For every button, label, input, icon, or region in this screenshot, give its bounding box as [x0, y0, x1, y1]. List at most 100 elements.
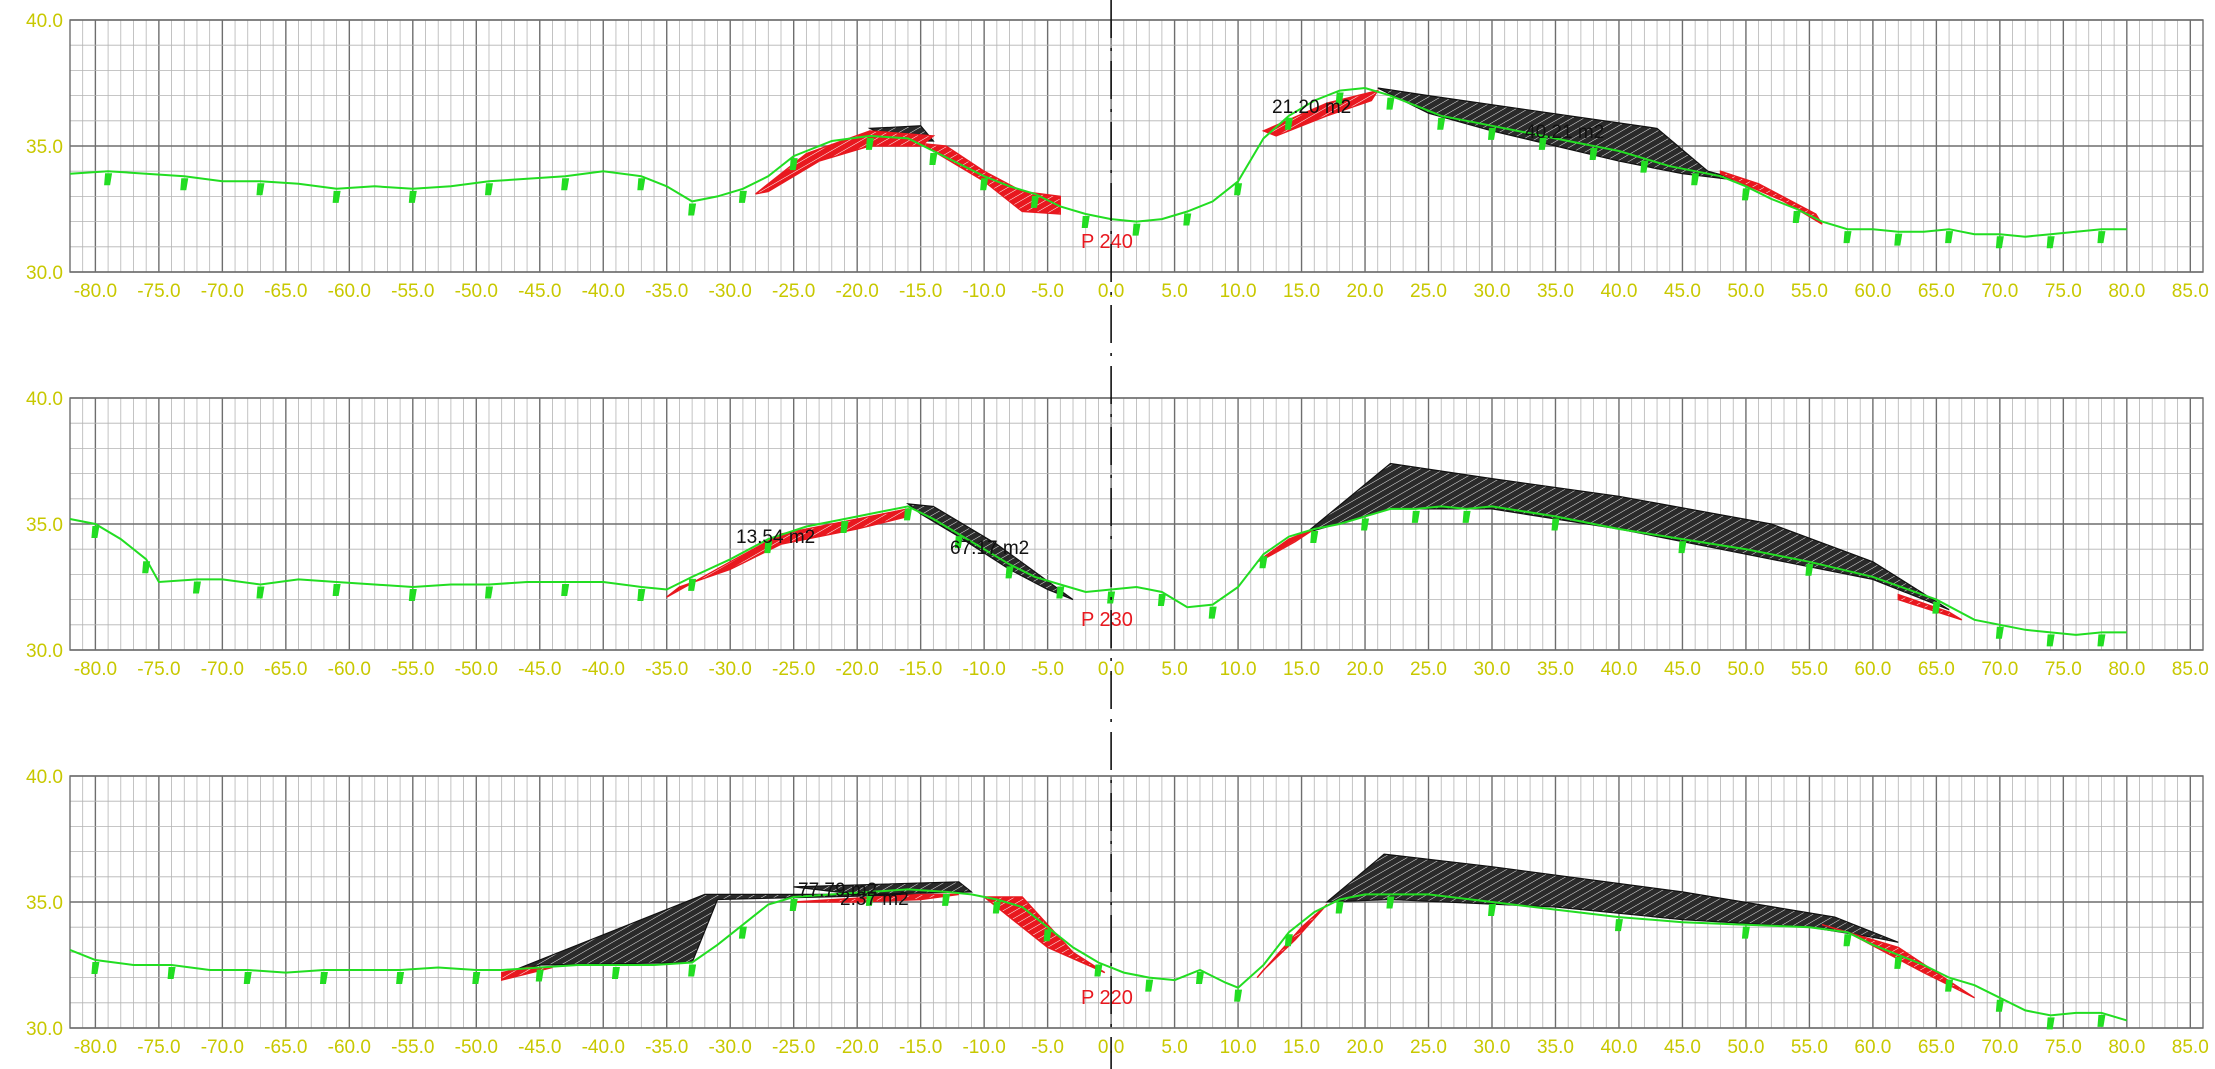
grid [69, 775, 2204, 1029]
ground-marker [561, 583, 570, 596]
x-tick-label: -80.0 [74, 1037, 117, 1058]
ground-marker [611, 967, 620, 979]
ground-marker [1741, 188, 1750, 201]
x-tick-label: 30.0 [1474, 659, 1511, 680]
x-tick-label: 70.0 [1981, 281, 2018, 302]
x-tick-label: -75.0 [137, 659, 180, 680]
fill-area [666, 508, 909, 598]
section-panel-2: 30.0 35.0 40.0 -80.0 -75.0 -70.0 -65.0 -60.0 -55… [26, 389, 2209, 680]
ground-marker [764, 541, 773, 554]
ground-marker [688, 203, 697, 216]
x-tick-label: -5.0 [1031, 659, 1064, 680]
x-tick-label: 15.0 [1283, 1037, 1320, 1058]
ground-marker [2046, 634, 2055, 647]
ground-marker [2097, 1014, 2106, 1027]
x-tick-label: -5.0 [1031, 281, 1064, 302]
ground-marker [1614, 919, 1623, 932]
x-tick-label: 80.0 [2108, 281, 2145, 302]
x-tick-label: 20.0 [1347, 1037, 1384, 1058]
x-tick-label: -80.0 [74, 281, 117, 302]
ground-marker [167, 967, 176, 979]
x-tick-label: -65.0 [264, 1037, 307, 1058]
x-tick-label: 25.0 [1410, 1037, 1447, 1058]
x-tick-label: 65.0 [1918, 281, 1955, 302]
x-tick-label: 10.0 [1220, 659, 1257, 680]
y-tick-label: 30.0 [26, 641, 63, 662]
ground-marker [2046, 236, 2055, 249]
x-tick-label: 70.0 [1981, 1037, 2018, 1058]
ground-marker [1551, 518, 1560, 531]
fill-area [755, 130, 936, 195]
ground-marker [992, 901, 1001, 914]
x-tick-label: -70.0 [201, 1037, 244, 1058]
area-annotation: 13.54 m2 [736, 527, 815, 548]
y-tick-label: 35.0 [26, 137, 63, 158]
ground-marker [1132, 223, 1141, 236]
x-tick-label: -50.0 [455, 1037, 498, 1058]
x-tick-label: 75.0 [2045, 281, 2082, 302]
ground-marker [256, 183, 265, 196]
ground-marker [1843, 231, 1852, 244]
x-tick-label: -15.0 [899, 659, 942, 680]
ground-marker [2097, 231, 2106, 244]
x-tick-label: 40.0 [1600, 659, 1637, 680]
ground-marker [1538, 137, 1547, 150]
x-tick-label: -65.0 [264, 659, 307, 680]
x-tick-label: 45.0 [1664, 659, 1701, 680]
x-tick-label: -20.0 [836, 1037, 879, 1058]
x-tick-label: 80.0 [2108, 659, 2145, 680]
cut-area [1300, 462, 1950, 611]
x-tick-label: -20.0 [836, 281, 879, 302]
ground-marker [142, 561, 151, 574]
ground-marker [1640, 160, 1649, 173]
ground-marker [637, 178, 646, 191]
x-tick-label: 85.0 [2172, 659, 2209, 680]
ground-marker [1094, 964, 1103, 977]
ground-marker [319, 972, 328, 985]
x-tick-label: -75.0 [137, 1037, 180, 1058]
ground-marker [1195, 972, 1204, 985]
ground-marker [1488, 127, 1496, 140]
x-tick-label: -60.0 [328, 1037, 371, 1058]
x-tick-label: -45.0 [518, 1037, 561, 1058]
x-tick-label: 5.0 [1161, 281, 1187, 302]
x-tick-label: -35.0 [645, 1037, 688, 1058]
x-tick-label: 75.0 [2045, 659, 2082, 680]
ground-marker [1157, 594, 1166, 607]
area-annotation: 40.21 m2 [1525, 122, 1604, 143]
x-tick-label: -55.0 [391, 1037, 434, 1058]
fill-area [1256, 903, 1328, 979]
ground-markers [91, 893, 2106, 1030]
ground-marker [1411, 510, 1420, 523]
ground-marker [688, 578, 697, 591]
y-tick-label: 40.0 [26, 767, 63, 788]
ground-marker [1259, 556, 1268, 569]
x-tick-label: -50.0 [455, 659, 498, 680]
x-tick-label: 20.0 [1347, 659, 1384, 680]
ground-marker [332, 190, 341, 203]
x-tick-label: -35.0 [645, 659, 688, 680]
ground-marker [1335, 901, 1344, 914]
x-tick-label: -40.0 [582, 1037, 625, 1058]
ground-marker [954, 536, 963, 549]
x-tick-label: 15.0 [1283, 281, 1320, 302]
ground-marker [192, 581, 201, 594]
x-tick-label: 85.0 [2172, 1037, 2209, 1058]
ground-marker [1945, 231, 1954, 244]
x-tick-label: -45.0 [518, 659, 561, 680]
ground-marker [1208, 606, 1217, 619]
x-tick-label: -30.0 [709, 1037, 752, 1058]
ground-marker [1932, 601, 1941, 614]
ground-marker [535, 969, 544, 982]
x-tick-label: -75.0 [137, 281, 180, 302]
section-label: P 220 [1081, 987, 1133, 1009]
cut-area [1325, 853, 1899, 943]
ground-line [69, 505, 2127, 636]
x-tick-label: 0.0 [1098, 659, 1124, 680]
ground-marker [104, 173, 113, 186]
x-tick-label: -55.0 [391, 659, 434, 680]
ground-line [69, 888, 2128, 1022]
x-tick-label: -65.0 [264, 281, 307, 302]
x-tick-label: -10.0 [962, 659, 1005, 680]
x-tick-label: 70.0 [1981, 659, 2018, 680]
